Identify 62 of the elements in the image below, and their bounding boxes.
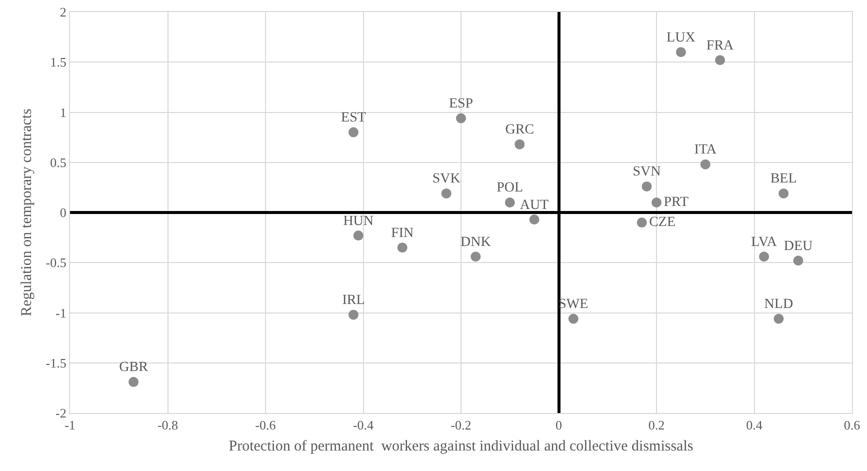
y-tick-label: 1.5 — [50, 54, 66, 70]
point — [715, 55, 726, 66]
y-tick-label: 2 — [60, 4, 66, 20]
y-tick-label: 1 — [60, 104, 66, 120]
x-tick-label: -0.4 — [352, 418, 374, 433]
point — [759, 252, 770, 262]
series-label: GBR — [119, 360, 149, 376]
series-label: NLD — [764, 297, 794, 312]
point — [470, 252, 481, 262]
point — [642, 181, 652, 192]
y-tick-label: -0.5 — [46, 255, 66, 270]
series-label: HUN — [343, 214, 374, 229]
y-tick-label: 0.5 — [50, 154, 66, 170]
point — [568, 314, 578, 324]
x-tick-label: -0.8 — [157, 418, 178, 433]
y-axis-title: Regulation on temporary contracts — [19, 108, 36, 316]
series-label: SVN — [632, 164, 661, 180]
series-label: DNK — [460, 234, 491, 250]
y-tick-label: -1 — [56, 305, 66, 320]
point — [636, 218, 647, 228]
point — [652, 197, 662, 208]
series-label: LVA — [751, 234, 778, 250]
series-label: CZE — [649, 215, 676, 230]
y-tick-label: 0 — [60, 205, 66, 220]
series-label: AUT — [520, 198, 550, 213]
point — [441, 188, 452, 198]
series-label: SVK — [432, 172, 460, 187]
series-label: PRT — [664, 194, 690, 210]
point — [128, 376, 139, 387]
x-tick-label: 0.6 — [844, 418, 861, 433]
series-label: BEL — [770, 172, 797, 187]
point — [504, 197, 515, 208]
series-label: ITA — [694, 142, 718, 158]
series-label: GRC — [505, 122, 534, 138]
series-label: DEU — [784, 238, 813, 254]
series-label: FRA — [706, 38, 735, 54]
point — [514, 139, 525, 150]
point — [700, 159, 710, 170]
y-tick-label: -2 — [56, 406, 66, 421]
series-label: POL — [496, 180, 524, 196]
x-tick-label: 0 — [556, 418, 562, 433]
x-tick-label: -0.6 — [255, 418, 276, 433]
point — [529, 214, 540, 225]
x-tick-label: 0.2 — [648, 418, 665, 433]
point — [778, 188, 789, 198]
point — [793, 256, 804, 266]
x-tick-label: -0.2 — [450, 418, 472, 433]
point — [348, 310, 358, 320]
series-label: FIN — [391, 226, 414, 241]
point — [348, 127, 358, 138]
point — [353, 230, 364, 241]
series-label: LUX — [666, 30, 696, 46]
point — [774, 314, 784, 324]
y-tick-label: -1.5 — [46, 355, 66, 370]
point — [676, 47, 686, 58]
point — [397, 242, 408, 253]
series-label: ESP — [448, 96, 474, 112]
point — [456, 113, 466, 124]
x-axis-title: Protection of permanent workers against individual and collective dismissals — [228, 438, 694, 455]
series-label: IRL — [342, 293, 365, 308]
series-label: EST — [341, 110, 366, 126]
x-tick-label: 0.4 — [746, 418, 763, 433]
